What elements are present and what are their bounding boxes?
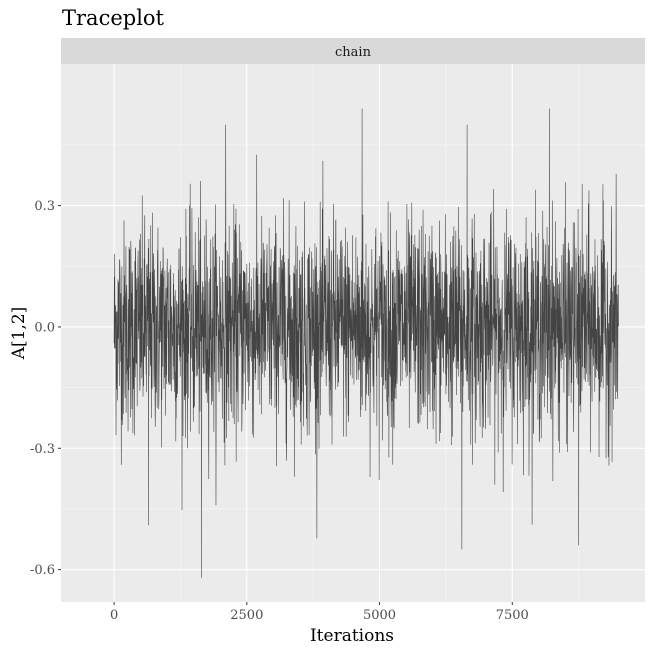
x-axis-title: Iterations <box>310 626 394 646</box>
x-tick-label: 7500 <box>496 608 529 623</box>
x-tick-label: 5000 <box>363 608 396 623</box>
y-tick-label: 0.0 <box>34 320 55 335</box>
x-axis-ticks: 0 2500 5000 7500 <box>110 602 529 623</box>
trace-line <box>113 108 619 578</box>
y-tick-label: 0.3 <box>34 199 55 214</box>
facet-strip <box>61 38 645 64</box>
facet-strip-label: chain <box>335 45 372 60</box>
y-tick-label: -0.3 <box>30 442 55 457</box>
y-tick-label: -0.6 <box>30 563 55 578</box>
x-tick-label: 0 <box>110 608 118 623</box>
y-axis-ticks: -0.6 -0.3 0.0 0.3 <box>30 199 61 578</box>
chart-title: Traceplot <box>62 6 165 30</box>
x-tick-label: 2500 <box>230 608 263 623</box>
y-axis-title: A[1,2] <box>9 307 29 361</box>
